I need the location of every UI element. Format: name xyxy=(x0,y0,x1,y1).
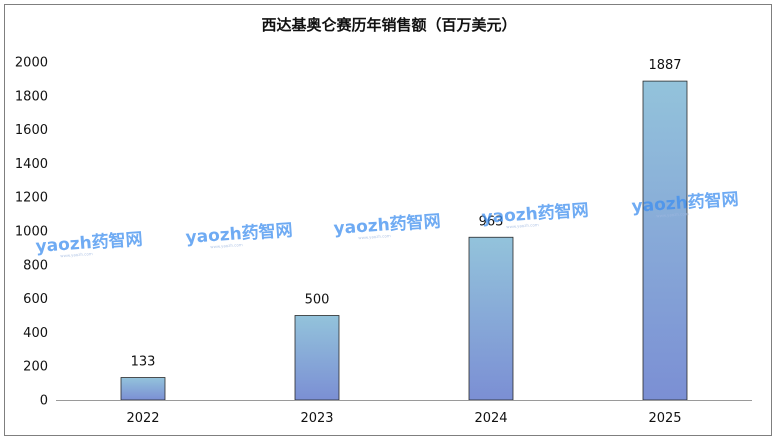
watermark-url: www.yaozh.com xyxy=(506,222,539,229)
bar-2022 xyxy=(120,377,166,401)
data-label: 963 xyxy=(479,214,504,229)
bar-2023 xyxy=(294,315,340,401)
y-tick-label: 600 xyxy=(23,292,48,307)
y-tick-label: 1600 xyxy=(15,123,48,138)
y-tick-label: 800 xyxy=(23,258,48,273)
watermark-url: www.yaozh.com xyxy=(656,211,689,218)
x-tick-label: 2025 xyxy=(648,411,681,426)
bar-2024 xyxy=(468,236,514,401)
y-tick-label: 1400 xyxy=(15,157,48,172)
x-tick-label: 2022 xyxy=(126,411,159,426)
bar-2025 xyxy=(642,80,688,401)
data-label: 133 xyxy=(131,355,156,370)
watermark-url: www.yaozh.com xyxy=(60,251,93,258)
y-tick-label: 1800 xyxy=(15,89,48,104)
data-label: 500 xyxy=(305,293,330,308)
chart-title: 西达基奥仑赛历年销售额（百万美元） xyxy=(261,16,517,34)
watermark-url: www.yaozh.com xyxy=(210,242,243,249)
y-tick-label: 2000 xyxy=(15,56,48,71)
y-tick-label: 200 xyxy=(23,360,48,375)
y-tick-label: 1200 xyxy=(15,191,48,206)
y-tick-label: 400 xyxy=(23,326,48,341)
y-tick-label: 0 xyxy=(40,394,48,409)
watermark-url: www.yaozh.com xyxy=(358,233,391,240)
data-label: 1887 xyxy=(648,58,681,73)
y-tick-label: 1000 xyxy=(15,225,48,240)
x-tick-label: 2023 xyxy=(300,411,333,426)
x-tick-label: 2024 xyxy=(474,411,507,426)
